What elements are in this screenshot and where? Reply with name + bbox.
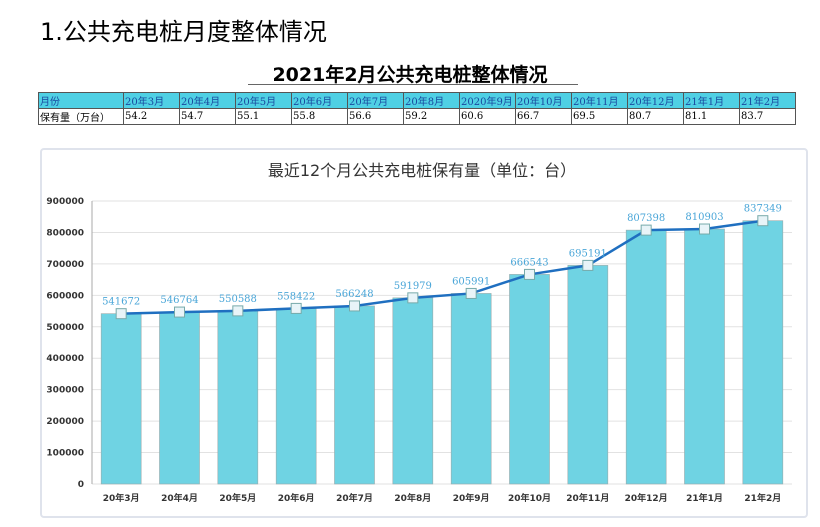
data-point-marker bbox=[232, 305, 244, 317]
y-tick-label: 500000 bbox=[46, 323, 84, 333]
chart-title: 最近12个月公共充电桩保有量（单位：台） bbox=[268, 161, 576, 180]
chart-frame bbox=[40, 148, 808, 518]
x-tick-label: 20年11月 bbox=[566, 492, 609, 504]
y-tick-label: 0 bbox=[78, 480, 84, 490]
month-cell: 20年8月 bbox=[403, 92, 460, 109]
data-point-marker bbox=[757, 215, 769, 227]
bar bbox=[625, 229, 667, 485]
table-value-row: 保有量（万台） 54.2 54.7 55.1 55.8 56.6 59.2 60.6 66.7 6… bbox=[38, 108, 796, 125]
x-tick-label: 21年2月 bbox=[744, 492, 781, 504]
data-point-marker bbox=[582, 259, 594, 271]
x-tick-label: 20年7月 bbox=[336, 492, 373, 504]
y-tick-label: 900000 bbox=[46, 197, 84, 207]
x-tick-label: 20年5月 bbox=[219, 492, 256, 504]
data-point-marker bbox=[349, 300, 360, 312]
data-point-marker bbox=[115, 308, 127, 320]
y-tick-label: 600000 bbox=[46, 291, 84, 301]
data-label: 591979 bbox=[394, 281, 432, 292]
row-label: 月份 bbox=[38, 92, 124, 109]
y-tick-label: 800000 bbox=[46, 228, 84, 238]
bar bbox=[334, 305, 375, 485]
month-cell: 20年12月 bbox=[627, 92, 684, 109]
month-cell: 20年6月 bbox=[291, 92, 348, 109]
row-label: 保有量（万台） bbox=[38, 108, 124, 125]
value-cell: 55.1 bbox=[235, 108, 292, 125]
month-cell: 21年2月 bbox=[739, 92, 796, 109]
data-label: 605991 bbox=[452, 276, 490, 287]
data-point-marker bbox=[699, 223, 710, 235]
data-table: 月份 20年3月 20年4月 20年5月 20年6月 20年7月 20年8月 2020年9月 2… bbox=[38, 92, 796, 125]
y-tick-label: 300000 bbox=[46, 386, 84, 396]
month-cell: 2020年9月 bbox=[459, 92, 516, 109]
bar bbox=[450, 293, 492, 485]
value-cell: 66.7 bbox=[515, 108, 572, 125]
bar bbox=[217, 310, 259, 485]
data-label: 558422 bbox=[277, 291, 315, 302]
value-cell: 60.6 bbox=[459, 108, 516, 125]
x-tick-label: 20年9月 bbox=[453, 492, 490, 504]
x-tick-label: 20年6月 bbox=[278, 492, 315, 504]
data-label: 541672 bbox=[102, 297, 140, 308]
data-label: 695191 bbox=[569, 248, 607, 259]
value-cell: 80.7 bbox=[627, 108, 684, 125]
data-point-marker bbox=[524, 268, 535, 280]
x-tick-label: 20年8月 bbox=[394, 492, 431, 504]
data-label: 566248 bbox=[335, 289, 373, 300]
month-cell: 20年5月 bbox=[235, 92, 292, 109]
bar bbox=[567, 265, 609, 485]
y-tick-label: 200000 bbox=[46, 417, 84, 427]
bar bbox=[392, 297, 434, 485]
bar bbox=[100, 313, 142, 485]
data-point-marker bbox=[407, 292, 419, 304]
page-heading: 1.公共充电桩月度整体情况 bbox=[40, 18, 327, 46]
bar bbox=[275, 308, 317, 485]
series-line bbox=[121, 219, 764, 315]
month-cell: 21年1月 bbox=[683, 92, 740, 109]
bar bbox=[159, 311, 200, 485]
x-tick-label: 20年4月 bbox=[161, 492, 198, 504]
data-label: 546764 bbox=[160, 295, 198, 306]
x-tick-label: 20年3月 bbox=[103, 492, 140, 504]
title-underline bbox=[248, 84, 578, 85]
data-label: 550588 bbox=[219, 294, 257, 305]
value-cell: 83.7 bbox=[739, 108, 796, 125]
data-point-marker bbox=[174, 306, 185, 318]
data-point-marker bbox=[290, 302, 302, 314]
y-tick-label: 400000 bbox=[46, 354, 84, 364]
data-label: 666543 bbox=[510, 257, 548, 268]
data-label: 837349 bbox=[744, 204, 782, 215]
x-tick-label: 20年10月 bbox=[508, 492, 551, 504]
y-tick-label: 100000 bbox=[46, 449, 84, 459]
data-label: 810903 bbox=[685, 212, 723, 223]
table-title: 2021年2月公共充电桩整体情况 bbox=[272, 64, 548, 86]
bar bbox=[684, 228, 725, 485]
month-cell: 20年11月 bbox=[571, 92, 628, 109]
data-point-marker bbox=[465, 287, 477, 299]
data-label: 807398 bbox=[627, 213, 665, 224]
data-point-marker bbox=[640, 224, 652, 236]
y-tick-label: 700000 bbox=[46, 260, 84, 270]
x-tick-label: 20年12月 bbox=[625, 492, 668, 504]
bar bbox=[742, 220, 784, 485]
bar bbox=[509, 274, 550, 485]
x-tick-label: 21年1月 bbox=[686, 492, 723, 504]
